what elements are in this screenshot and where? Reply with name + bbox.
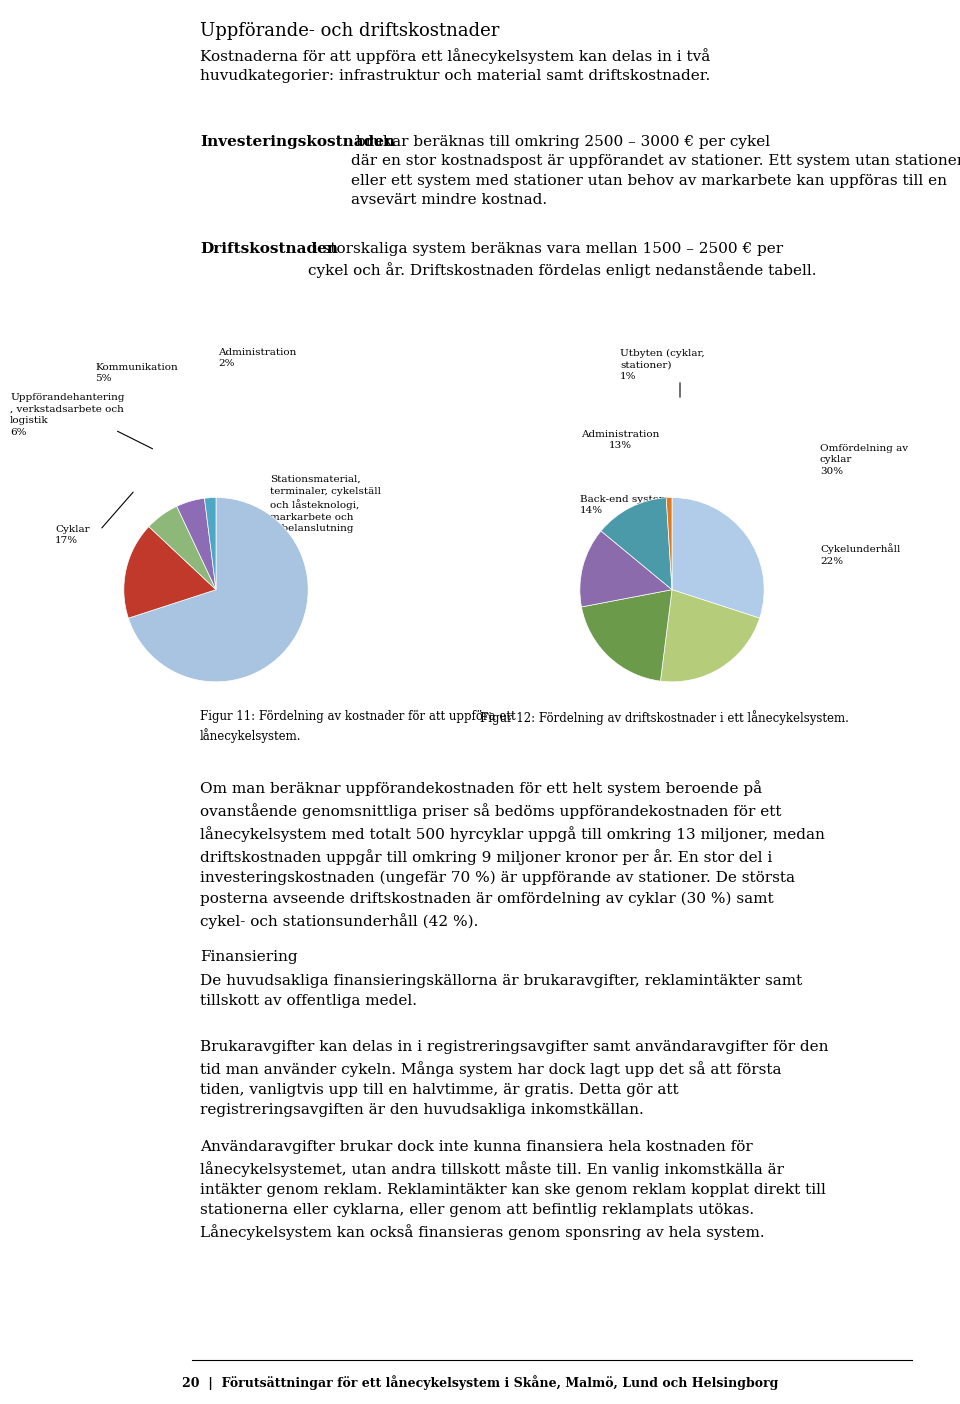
Wedge shape [149,507,216,590]
Text: Kostnaderna för att uppföra ett lånecykelsystem kan delas in i två
huvudkategori: Kostnaderna för att uppföra ett lånecyke… [200,48,710,83]
Text: 20  |  Förutsättningar för ett lånecykelsystem i Skåne, Malmö, Lund och Helsingb: 20 | Förutsättningar för ett lånecykelsy… [181,1375,779,1390]
Wedge shape [580,531,672,607]
Text: Figur 12: Fördelning av driftskostnader i ett lånecykelsystem.: Figur 12: Fördelning av driftskostnader … [480,710,849,724]
Wedge shape [582,590,672,681]
Text: Uppförande- och driftskostnader: Uppförande- och driftskostnader [200,22,499,39]
Text: Investeringskostnaden: Investeringskostnaden [200,135,396,149]
Text: Administration
13%: Administration 13% [581,430,660,451]
Wedge shape [672,497,764,618]
Text: i storskaliga system beräknas vara mellan 1500 – 2500 € per
cykel och år. Drifts: i storskaliga system beräknas vara mella… [308,241,817,278]
Wedge shape [601,497,672,590]
Text: Finansiering: Finansiering [200,951,298,965]
Text: Figur 11: Fördelning av kostnader för att uppföra ett
lånecykelsystem.: Figur 11: Fördelning av kostnader för at… [200,710,516,743]
Text: De huvudsakliga finansieringskällorna är brukaravgifter, reklamintäkter samt
til: De huvudsakliga finansieringskällorna är… [200,974,803,1008]
Text: Stationsunderhåll
20%: Stationsunderhåll 20% [590,555,684,576]
Text: Driftskostnaden: Driftskostnaden [200,241,338,256]
Text: Cyklar
17%: Cyklar 17% [55,525,89,545]
Text: Stationsmaterial,
terminaler, cykelställ
och låsteknologi,
markarbete och
kabela: Stationsmaterial, terminaler, cykelställ… [270,475,381,545]
Wedge shape [660,590,759,682]
Text: Utbyten (cyklar,
stationer)
1%: Utbyten (cyklar, stationer) 1% [620,348,705,382]
Text: Cykelunderhåll
22%: Cykelunderhåll 22% [820,543,900,566]
Text: Brukaravgifter kan delas in i registreringsavgifter samt användaravgifter för de: Brukaravgifter kan delas in i registreri… [200,1040,828,1118]
Text: brukar beräknas till omkring 2500 – 3000 € per cykel
där en stor kostnadspost är: brukar beräknas till omkring 2500 – 3000… [351,135,960,208]
Wedge shape [204,497,216,590]
Text: Administration
2%: Administration 2% [218,348,297,368]
Text: Omfördelning av
cyklar
30%: Omfördelning av cyklar 30% [820,444,908,476]
Text: Kommunikation
5%: Kommunikation 5% [95,362,178,383]
Wedge shape [666,497,672,590]
Text: Back-end system
14%: Back-end system 14% [580,494,668,515]
Text: Om man beräknar uppförandekostnaden för ett helt system beroende på
ovanstående : Om man beräknar uppförandekostnaden för … [200,781,825,929]
Wedge shape [129,497,308,682]
Wedge shape [177,498,216,590]
Text: Användaravgifter brukar dock inte kunna finansiera hela kostnaden för
lånecykels: Användaravgifter brukar dock inte kunna … [200,1140,826,1240]
Text: Uppförandehantering
, verkstadsarbete och
logistik
6%: Uppförandehantering , verkstadsarbete oc… [10,393,125,437]
Wedge shape [124,526,216,618]
